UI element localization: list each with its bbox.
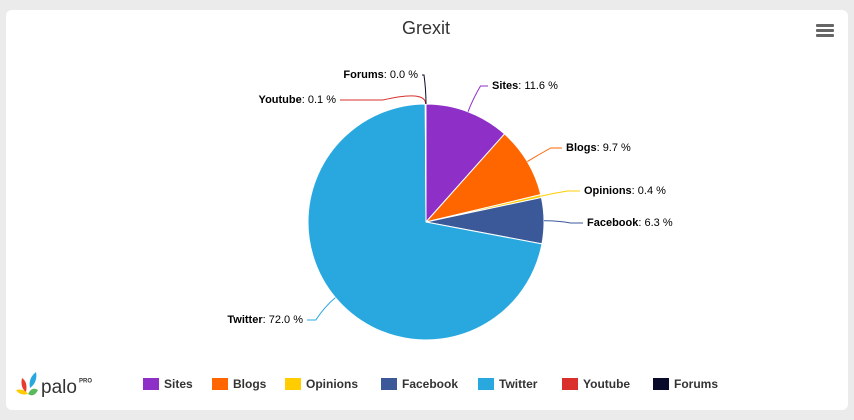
- connector: [543, 220, 583, 224]
- connector: [467, 85, 488, 112]
- legend-label: Opinions: [306, 377, 358, 391]
- label-name: Opinions: [584, 185, 632, 197]
- legend-swatch: [653, 378, 669, 390]
- legend-swatch: [212, 378, 228, 390]
- connector: [541, 190, 580, 197]
- label-name: Blogs: [566, 142, 597, 154]
- connector: [422, 74, 427, 105]
- label-separator: :: [597, 142, 603, 154]
- label-separator: :: [263, 314, 269, 326]
- label-value: 72.0 %: [269, 314, 303, 326]
- data-label: Twitter: 72.0 %: [227, 314, 303, 326]
- label-value: 6.3 %: [644, 217, 672, 229]
- menu-button[interactable]: [816, 24, 834, 37]
- label-separator: :: [518, 80, 524, 92]
- legend-label: Forums: [674, 377, 718, 391]
- legend-swatch: [143, 378, 159, 390]
- logo: palo PRO: [16, 372, 92, 398]
- legend-swatch: [285, 378, 301, 390]
- label-name: Twitter: [227, 314, 263, 326]
- data-label: Youtube: 0.1 %: [259, 94, 337, 106]
- pie-slice: [425, 103, 506, 224]
- legend-label: Youtube: [583, 377, 630, 391]
- legend-swatch: [562, 378, 578, 390]
- label-value: 0.4 %: [638, 185, 666, 197]
- legend-label: Sites: [164, 377, 193, 391]
- label-name: Facebook: [587, 217, 639, 229]
- label-value: 9.7 %: [603, 142, 631, 154]
- logo-badge: PRO: [79, 379, 92, 385]
- connector: [527, 147, 562, 162]
- label-separator: :: [632, 185, 638, 197]
- data-label: Facebook: 6.3 %: [587, 217, 673, 229]
- data-label: Forums: 0.0 %: [343, 69, 418, 81]
- legend-label: Blogs: [233, 377, 267, 391]
- chart-title: Grexit: [402, 18, 450, 38]
- legend-label: Twitter: [499, 377, 538, 391]
- label-separator: :: [384, 69, 390, 81]
- data-label: Opinions: 0.4 %: [584, 185, 666, 197]
- legend-swatch: [381, 378, 397, 390]
- data-label: Sites: 11.6 %: [492, 80, 558, 92]
- label-value: 0.0 %: [390, 69, 418, 81]
- legend-label: Facebook: [402, 377, 458, 391]
- connector: [340, 95, 427, 105]
- label-name: Youtube: [259, 94, 302, 106]
- label-separator: :: [638, 217, 644, 229]
- data-label: Blogs: 9.7 %: [566, 142, 631, 154]
- label-name: Sites: [492, 80, 518, 92]
- logo-text: palo: [41, 377, 77, 398]
- label-value: 0.1 %: [308, 94, 336, 106]
- label-value: 11.6 %: [524, 80, 558, 92]
- connector: [307, 297, 336, 321]
- pie-slice: [307, 103, 543, 341]
- label-name: Forums: [343, 69, 383, 81]
- label-separator: :: [302, 94, 308, 106]
- legend-swatch: [478, 378, 494, 390]
